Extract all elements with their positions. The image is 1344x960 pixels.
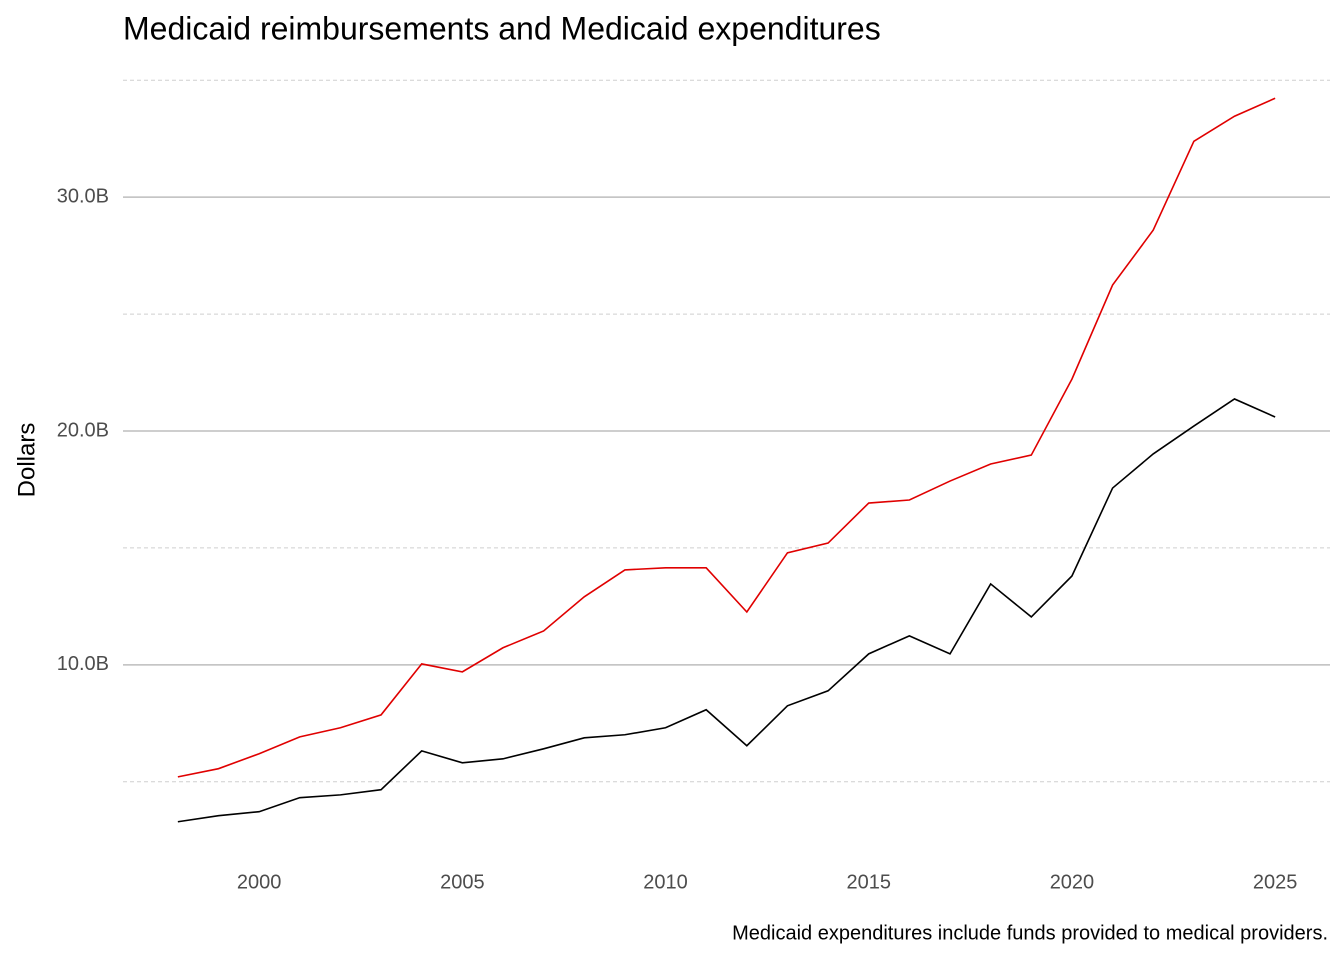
chart-title: Medicaid reimbursements and Medicaid exp… <box>123 10 881 46</box>
caption: Medicaid expenditures include funds prov… <box>732 922 1328 944</box>
x-tick-label: 2020 <box>1050 871 1095 893</box>
x-tick-label: 2010 <box>643 871 688 893</box>
y-tick-label: 10.0B <box>57 653 109 675</box>
x-tick-label: 2005 <box>440 871 485 893</box>
y-tick-label: 30.0B <box>57 185 109 207</box>
x-tick-label: 2015 <box>846 871 891 893</box>
series-line <box>177 398 1276 823</box>
y-tick-label: 20.0B <box>57 419 109 441</box>
series-line <box>177 97 1276 778</box>
x-tick-label: 2025 <box>1253 871 1298 893</box>
y-axis-label: Dollars <box>13 423 40 498</box>
x-tick-label: 2000 <box>237 871 282 893</box>
